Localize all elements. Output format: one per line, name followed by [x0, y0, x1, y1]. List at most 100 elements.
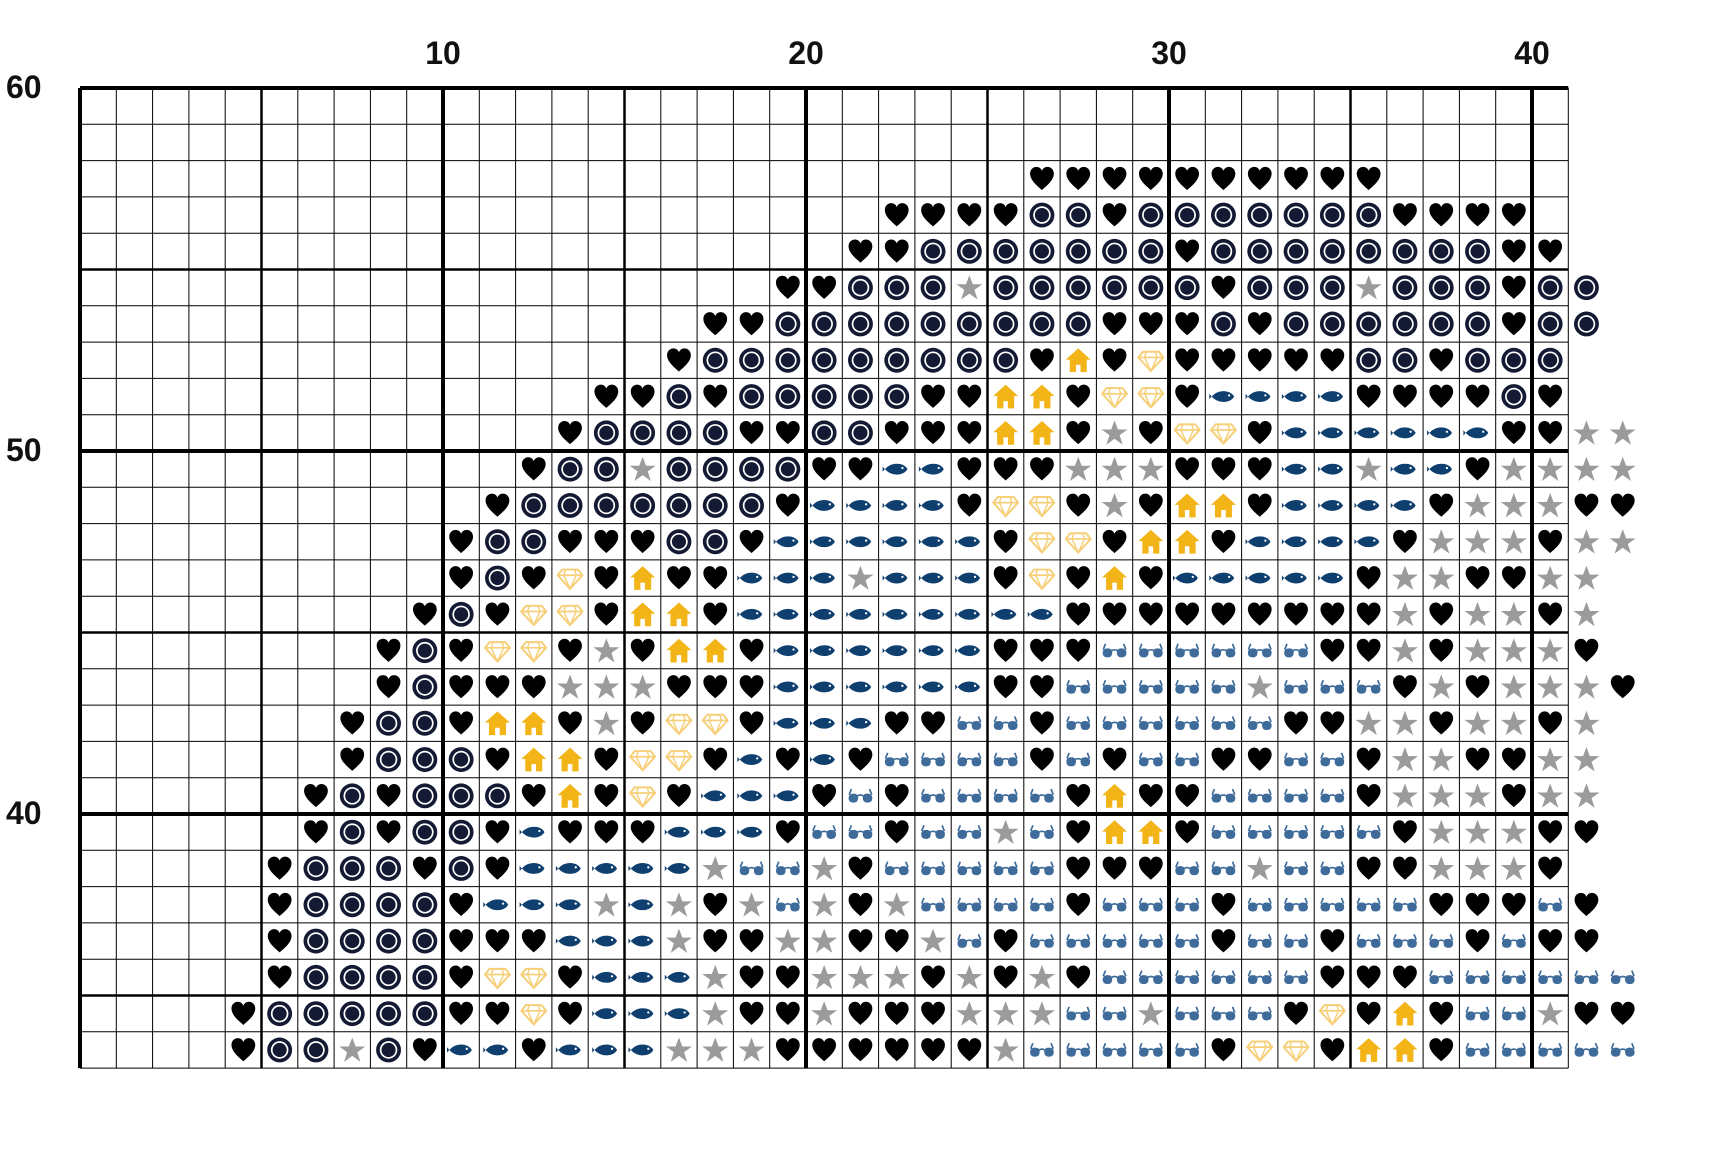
house-stitch	[630, 602, 656, 627]
glasses-stitch	[1319, 788, 1346, 804]
ring-stitch	[376, 855, 402, 881]
heart-stitch	[1175, 348, 1200, 372]
heart-stitch	[594, 820, 619, 844]
heart-stitch	[1356, 856, 1381, 880]
star-stitch	[811, 1001, 838, 1026]
heart-stitch	[1030, 747, 1054, 771]
ring-stitch	[1210, 202, 1236, 228]
heart-stitch	[1465, 203, 1490, 227]
fish-stitch	[1318, 463, 1344, 475]
ring-stitch	[811, 347, 837, 373]
fish-stitch	[628, 935, 654, 947]
ring-stitch	[376, 892, 402, 918]
heart-stitch	[340, 711, 365, 735]
fish-stitch	[810, 608, 835, 620]
fish-stitch	[592, 935, 618, 947]
star-stitch	[1464, 601, 1491, 627]
heart-stitch	[1429, 348, 1454, 372]
heart-stitch	[739, 675, 764, 699]
heart-stitch	[412, 856, 437, 880]
glasses-stitch	[1319, 824, 1346, 840]
ring-stitch	[1537, 347, 1563, 373]
ring-stitch	[1029, 202, 1055, 228]
ring-stitch	[630, 420, 656, 446]
ring-stitch	[1174, 202, 1200, 228]
glasses-stitch	[920, 897, 946, 913]
heart-stitch	[1538, 929, 1563, 953]
house-stitch	[1138, 820, 1164, 845]
fish-stitch	[1173, 572, 1198, 584]
fish-stitch	[1390, 427, 1416, 439]
diamond-stitch	[1282, 1040, 1310, 1062]
ring-stitch	[1138, 202, 1164, 228]
ring-stitch	[1356, 202, 1382, 228]
fish-stitch	[773, 790, 799, 802]
star-stitch	[1391, 783, 1418, 808]
diamond-stitch	[1173, 423, 1201, 445]
heart-stitch	[1211, 1038, 1236, 1062]
row-label: 50	[6, 432, 42, 468]
heart-stitch	[485, 856, 510, 880]
star-stitch	[1065, 456, 1092, 482]
heart-stitch	[739, 965, 764, 989]
glasses-stitch	[1283, 788, 1309, 804]
glasses-stitch	[1101, 933, 1128, 949]
heart-stitch	[884, 1038, 909, 1062]
fish-stitch	[592, 1044, 618, 1056]
heart-stitch	[1102, 747, 1127, 771]
fish-stitch	[555, 935, 581, 947]
glasses-stitch	[1573, 969, 1600, 985]
glasses-stitch	[992, 860, 1019, 877]
fish-stitch	[810, 754, 835, 765]
heart-stitch	[1320, 638, 1345, 662]
glasses-stitch	[992, 715, 1019, 731]
glasses-stitch	[1537, 1042, 1563, 1058]
ring-stitch	[1465, 275, 1491, 301]
star-stitch	[1391, 601, 1418, 627]
fish-stitch	[664, 826, 690, 838]
star-stitch	[992, 1001, 1019, 1026]
glasses-stitch	[1210, 969, 1237, 985]
heart-stitch	[630, 384, 655, 408]
fish-stitch	[1318, 500, 1344, 511]
diamond-stitch	[1246, 1040, 1274, 1062]
ring-stitch	[920, 238, 946, 264]
glasses-stitch	[1428, 933, 1454, 949]
axis-labels: 10 20 30 40 60 50 40	[6, 35, 1550, 831]
glasses-stitch	[1174, 897, 1200, 913]
heart-stitch	[884, 239, 909, 263]
heart-stitch	[267, 929, 292, 953]
fish-stitch	[882, 572, 908, 584]
heart-stitch	[558, 711, 582, 735]
heart-stitch	[1429, 602, 1454, 626]
glasses-stitch	[1138, 897, 1164, 913]
diamond-stitch	[1318, 1004, 1346, 1026]
heart-stitch	[1211, 892, 1236, 917]
ring-stitch	[412, 928, 438, 954]
glasses-stitch	[775, 897, 801, 913]
fish-stitch	[1281, 427, 1307, 439]
heart-stitch	[1211, 166, 1236, 191]
heart-stitch	[1610, 675, 1635, 699]
heart-stitch	[993, 965, 1018, 989]
star-stitch	[1101, 456, 1128, 482]
glasses-stitch	[1065, 679, 1091, 695]
fish-stitch	[519, 826, 545, 838]
fish-stitch	[810, 681, 835, 693]
star-stitch	[629, 456, 656, 482]
ring-stitch	[376, 1037, 402, 1063]
heart-stitch	[485, 602, 510, 626]
diamond-stitch	[665, 750, 693, 772]
glasses-stitch	[1174, 1042, 1200, 1058]
heart-stitch	[521, 457, 546, 481]
fish-stitch	[846, 645, 872, 657]
heart-stitch	[1465, 675, 1490, 699]
ring-stitch	[1065, 311, 1091, 337]
heart-stitch	[267, 965, 292, 989]
star-stitch	[1537, 674, 1564, 699]
ring-stitch	[412, 674, 438, 700]
ring-stitch	[1465, 311, 1491, 337]
star-stitch	[1537, 492, 1564, 518]
heart-stitch	[848, 856, 873, 880]
heart-stitch	[1175, 820, 1200, 844]
